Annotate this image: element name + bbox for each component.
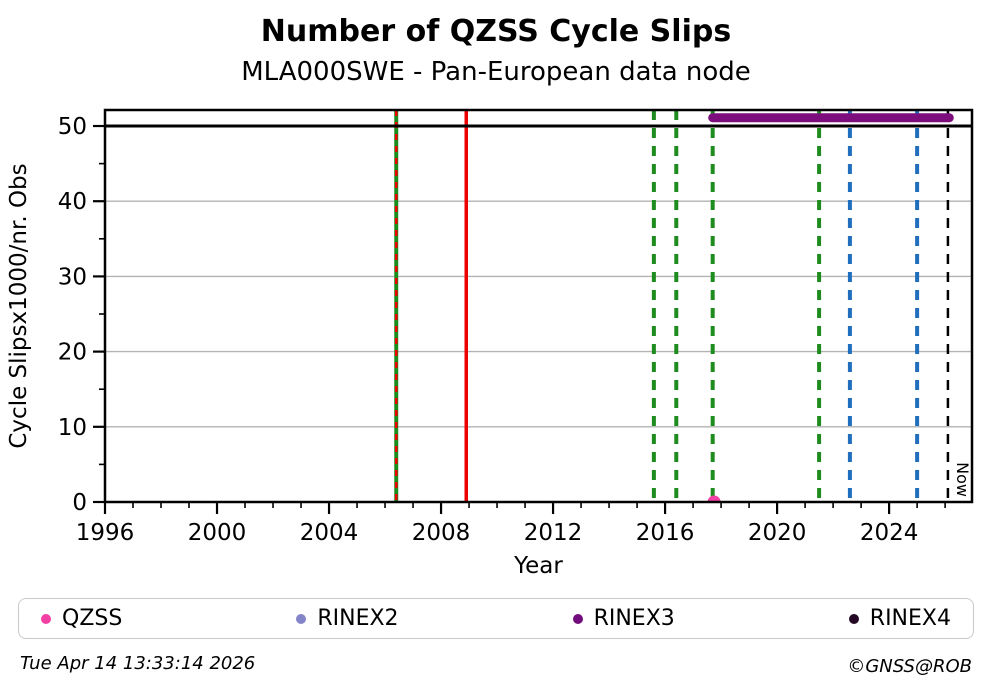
y-tick-label: 50 [58, 114, 87, 140]
x-axis-label: Year [513, 553, 563, 579]
qzss-marker-icon [41, 613, 51, 624]
x-tick-label: 2024 [860, 520, 919, 546]
y-tick-label: 0 [72, 490, 87, 516]
y-tick-label: 20 [58, 340, 87, 366]
rinex2-marker-icon [296, 613, 307, 624]
legend-label-qzss: QZSS [62, 606, 123, 631]
legend: QZSS RINEX2 RINEX3 RINEX4 [18, 598, 974, 639]
legend-item-rinex2: RINEX2 [296, 606, 399, 631]
chart-subtitle: MLA000SWE - Pan-European data node [241, 57, 751, 87]
rinex4-marker-icon [848, 613, 859, 624]
now-label: Now [953, 462, 972, 497]
plot-border [103, 108, 974, 504]
legend-item-rinex4: RINEX4 [848, 606, 951, 631]
chart-title: Number of QZSS Cycle Slips [260, 14, 732, 49]
x-tick-label: 2008 [412, 520, 471, 546]
y-tick-label: 10 [58, 415, 87, 441]
y-tick-label: 40 [58, 189, 87, 215]
credit: ©GNSS@ROB [847, 656, 972, 677]
timestamp: Tue Apr 14 13:33:14 2026 [20, 653, 256, 674]
rinex3-marker-icon [572, 613, 583, 624]
legend-label-rinex4: RINEX4 [869, 606, 951, 631]
y-tick-label: 30 [58, 264, 87, 290]
plot-area: 1996 2000 2004 2008 2012 2016 2020 2024 0 10 20 30 4… [6, 108, 974, 579]
legend-label-rinex3: RINEX3 [593, 606, 675, 631]
x-tick-label: 1996 [76, 520, 135, 546]
qzss-point [707, 495, 721, 502]
y-axis-label: Cycle Slipsx1000/nr. Obs [6, 163, 32, 448]
x-tick-label: 2016 [636, 520, 695, 546]
legend-item-qzss: QZSS [41, 606, 122, 631]
legend-label-rinex2: RINEX2 [317, 606, 399, 631]
x-tick-label: 2012 [524, 520, 583, 546]
x-tick-label: 2004 [300, 520, 359, 546]
x-tick-label: 2020 [748, 520, 807, 546]
x-tick-label: 2000 [188, 520, 247, 546]
legend-item-rinex3: RINEX3 [572, 606, 675, 631]
